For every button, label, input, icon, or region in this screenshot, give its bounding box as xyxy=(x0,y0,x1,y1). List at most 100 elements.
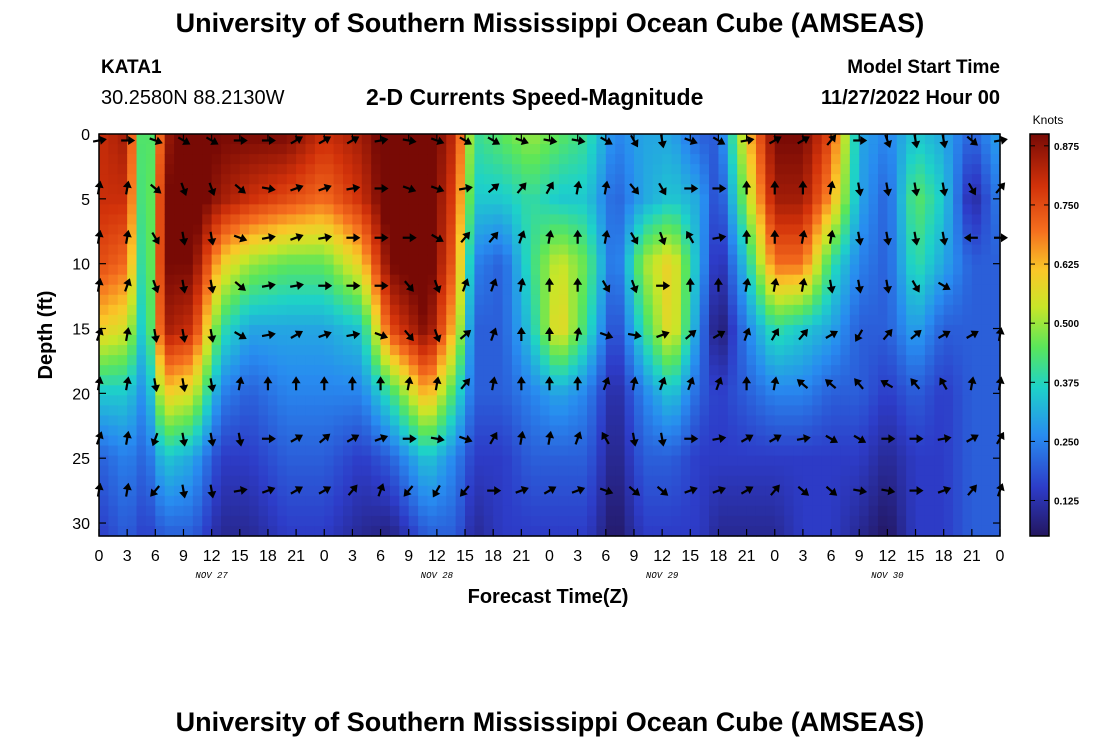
heatmap-cell xyxy=(493,495,504,507)
heatmap-cell xyxy=(221,284,231,296)
heatmap-cell xyxy=(380,194,391,205)
heatmap-cell xyxy=(784,405,795,416)
heatmap-cell xyxy=(145,144,156,155)
heatmap-cell xyxy=(436,214,447,226)
heatmap-cell xyxy=(286,375,297,386)
heatmap-cell xyxy=(662,505,673,517)
heatmap-cell xyxy=(587,515,598,527)
heatmap-cell xyxy=(408,284,419,296)
heatmap-cell xyxy=(549,194,560,205)
heatmap-cell xyxy=(633,304,644,316)
heatmap-cell xyxy=(596,214,607,226)
heatmap-cell xyxy=(596,485,607,497)
heatmap-cell xyxy=(755,314,766,326)
heatmap-cell xyxy=(117,405,128,416)
heatmap-cell xyxy=(296,184,307,195)
heatmap-cell xyxy=(202,234,213,246)
heatmap-cell xyxy=(314,425,325,437)
heatmap-cell xyxy=(117,495,128,507)
model-start-value: 11/27/2022 Hour 00 xyxy=(820,87,1000,109)
heatmap-cell xyxy=(868,335,879,346)
heatmap-cell xyxy=(99,435,109,447)
current-arrow xyxy=(853,486,868,496)
heatmap-cell xyxy=(296,385,307,396)
heatmap-cell xyxy=(971,525,982,537)
heatmap-cell xyxy=(483,284,494,296)
heatmap-cell xyxy=(821,244,832,256)
x-tick-label: 0 xyxy=(770,548,779,565)
heatmap-cell xyxy=(427,415,438,427)
heatmap-cell xyxy=(493,465,504,477)
current-arrow xyxy=(374,135,389,145)
heatmap-cell xyxy=(755,224,766,236)
heatmap-cell xyxy=(343,304,354,316)
heatmap-cell xyxy=(699,184,710,195)
heatmap-cell xyxy=(821,355,832,366)
heatmap-cell xyxy=(136,224,147,236)
heatmap-cell xyxy=(784,355,795,366)
heatmap-cell xyxy=(502,324,513,336)
current-arrow xyxy=(150,183,162,194)
heatmap-cell xyxy=(239,435,250,447)
heatmap-cell xyxy=(849,304,860,316)
heatmap-cell xyxy=(896,355,907,366)
heatmap-cell xyxy=(286,244,297,256)
heatmap-cell xyxy=(802,204,813,215)
heatmap-cell xyxy=(934,365,945,376)
heatmap-cell xyxy=(624,164,635,175)
heatmap-cell xyxy=(549,505,560,517)
heatmap-cell xyxy=(249,244,260,256)
heatmap-cell xyxy=(399,254,410,266)
heatmap-cell xyxy=(296,304,307,316)
heatmap-cell xyxy=(474,355,485,366)
heatmap-cell xyxy=(737,144,748,155)
heatmap-cell xyxy=(990,134,1001,145)
heatmap-cell xyxy=(183,365,194,376)
heatmap-cell xyxy=(840,365,851,376)
heatmap-cell xyxy=(699,465,710,477)
heatmap-cell xyxy=(418,425,429,437)
heatmap-cell xyxy=(389,455,400,467)
heatmap-cell xyxy=(587,164,598,175)
heatmap-cell xyxy=(558,335,569,346)
heatmap-cell xyxy=(558,214,569,226)
heatmap-cell xyxy=(680,144,691,155)
current-arrow xyxy=(487,486,502,496)
heatmap-cell xyxy=(568,405,579,416)
heatmap-cell xyxy=(202,505,213,517)
heatmap-cell xyxy=(699,345,710,356)
heatmap-cell xyxy=(577,405,588,416)
heatmap-cell xyxy=(493,415,504,427)
heatmap-cell xyxy=(812,485,823,497)
heatmap-cell xyxy=(540,324,551,336)
heatmap-cell xyxy=(680,455,691,467)
heatmap-cell xyxy=(108,345,119,356)
heatmap-cell xyxy=(915,264,926,276)
heatmap-cell xyxy=(239,264,250,276)
heatmap-cell xyxy=(624,495,635,507)
heatmap-cell xyxy=(418,335,429,346)
heatmap-cell xyxy=(709,505,720,517)
heatmap-cell xyxy=(455,455,466,467)
current-arrow xyxy=(712,486,726,495)
heatmap-cell xyxy=(249,134,260,145)
heatmap-cell xyxy=(831,234,842,246)
heatmap-cell xyxy=(971,445,982,457)
heatmap-cell xyxy=(774,244,785,256)
heatmap-cell xyxy=(446,385,457,396)
heatmap-cell xyxy=(136,485,147,497)
heatmap-cell xyxy=(896,415,907,427)
heatmap-cell xyxy=(849,465,860,477)
heatmap-cell xyxy=(211,355,222,366)
heatmap-cell xyxy=(202,345,213,356)
current-arrow xyxy=(937,281,951,291)
heatmap-cell xyxy=(361,144,372,155)
heatmap-cell xyxy=(737,164,748,175)
heatmap-cell xyxy=(737,174,748,185)
heatmap-cell xyxy=(765,324,776,336)
heatmap-cell xyxy=(324,485,335,497)
heatmap-cell xyxy=(877,194,888,205)
heatmap-cell xyxy=(446,365,457,376)
heatmap-cell xyxy=(680,475,691,487)
heatmap-cell xyxy=(502,455,513,467)
